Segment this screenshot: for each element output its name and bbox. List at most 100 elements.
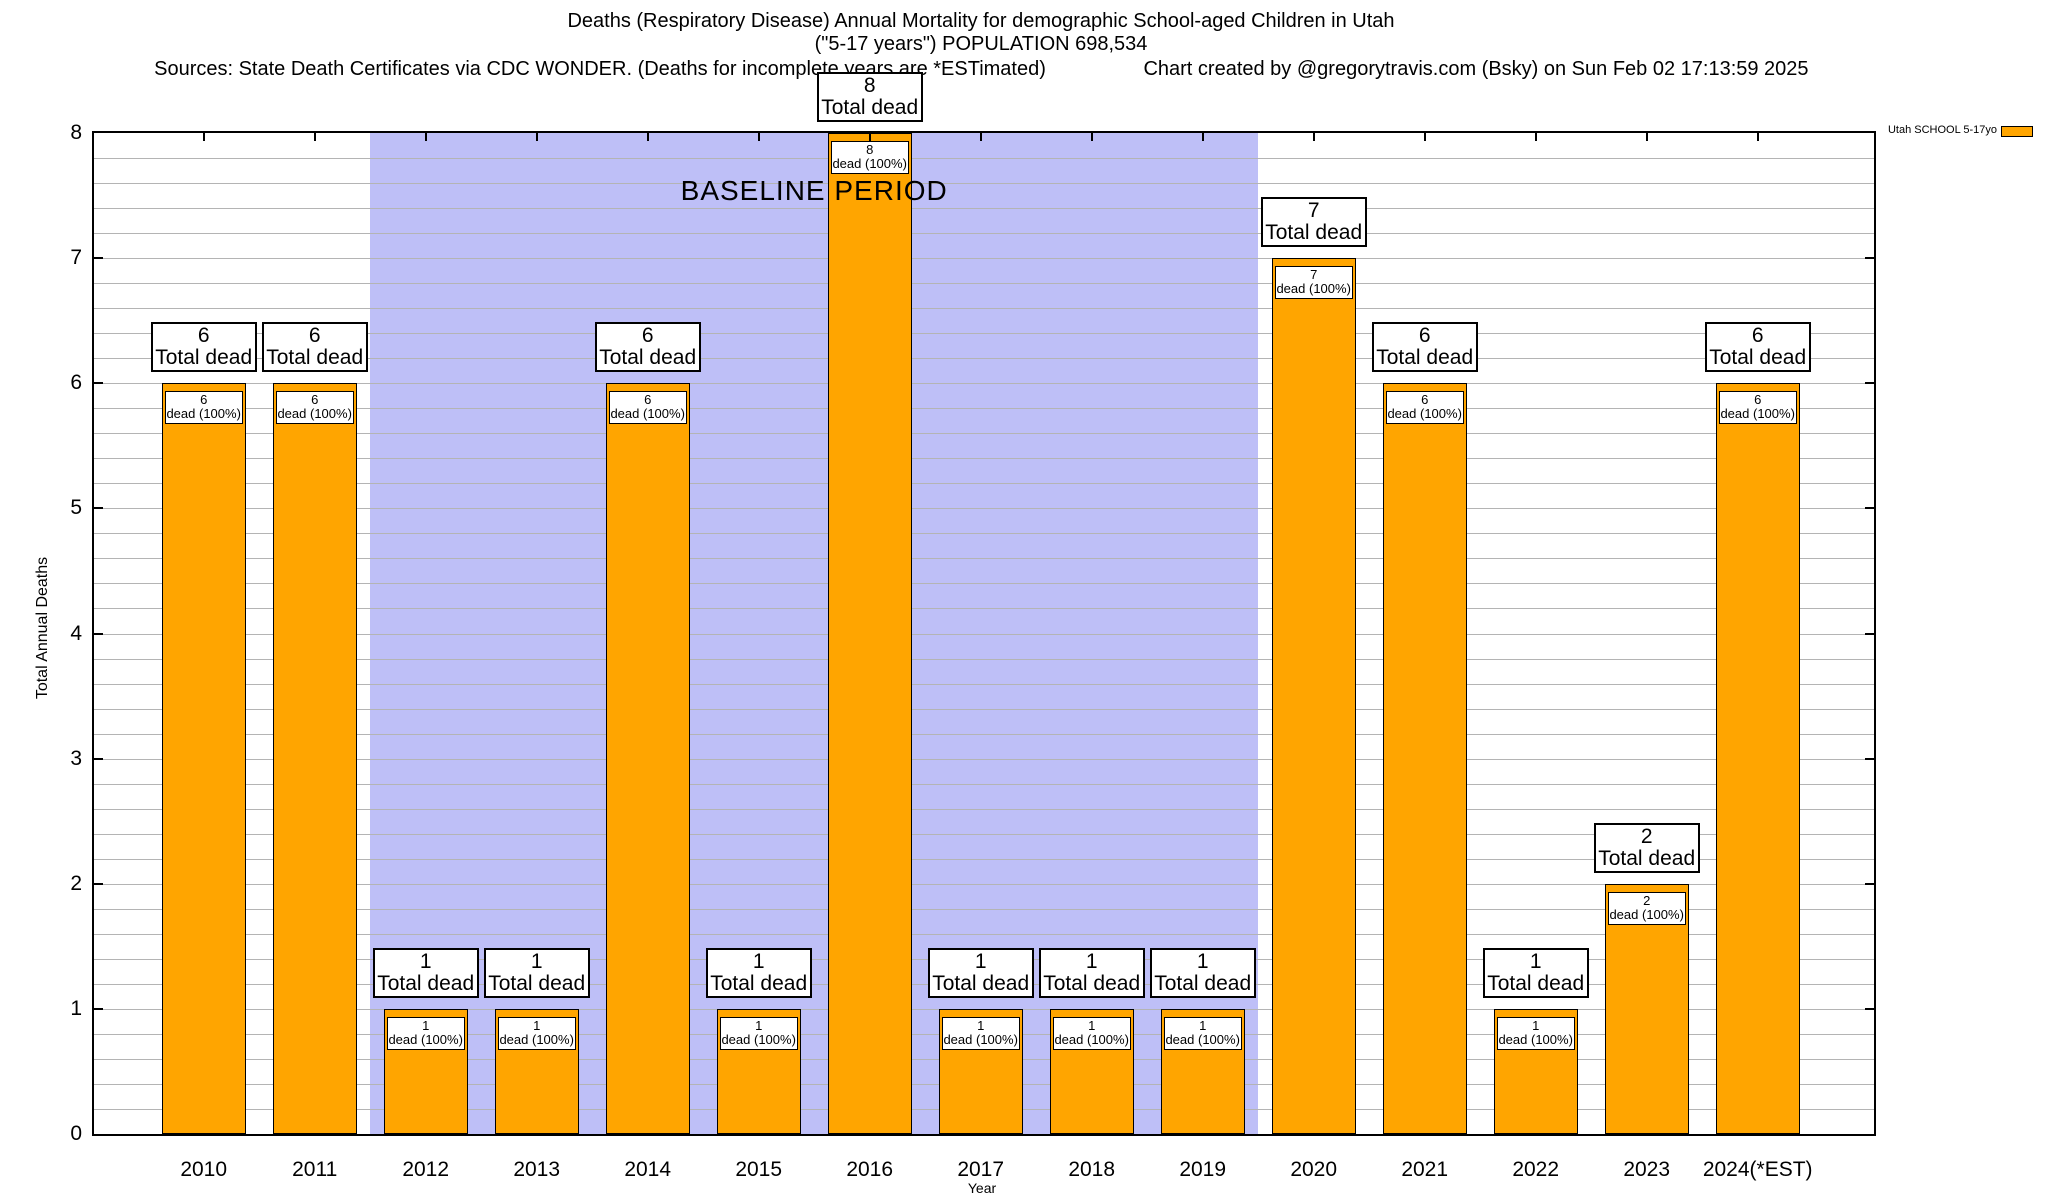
gridline — [94, 483, 1874, 485]
bar-inner-value: 6 — [644, 392, 652, 408]
x-tick-label: 2020 — [1290, 1158, 1338, 1181]
gridline — [94, 558, 1874, 560]
total-dead-value: 1 — [530, 949, 543, 973]
bar-inner-label: 6 dead (100%) — [608, 391, 687, 425]
x-tick-mark — [757, 133, 760, 141]
total-dead-text: Total dead — [932, 971, 1030, 995]
gridline — [94, 608, 1874, 610]
bar-inner-label: 1 dead (100%) — [719, 1016, 798, 1050]
bar: 1 dead (100%) — [1493, 1008, 1578, 1134]
bar-inner-text: dead (100%) — [1387, 406, 1462, 422]
total-dead-value: 1 — [974, 949, 987, 973]
chart-title-line1: Deaths (Respiratory Disease) Annual Mort… — [567, 10, 1395, 32]
bar-inner-value: 6 — [1754, 392, 1762, 408]
total-dead-label: 6 Total dead — [150, 322, 257, 373]
y-tick-mark — [1865, 757, 1874, 760]
y-tick-mark — [94, 882, 103, 885]
x-tick-mark — [1201, 133, 1204, 141]
gridline — [94, 708, 1874, 710]
bar-inner-value: 6 — [311, 392, 319, 408]
y-tick-label: 3 — [70, 746, 82, 770]
gridline — [94, 308, 1874, 310]
x-axis-title: Year — [967, 1180, 997, 1196]
total-dead-value: 1 — [1529, 949, 1542, 973]
total-dead-text: Total dead — [1709, 346, 1807, 370]
bar-inner-value: 6 — [200, 392, 208, 408]
gridline — [94, 783, 1874, 785]
total-dead-text: Total dead — [1043, 971, 1141, 995]
bar-inner-text: dead (100%) — [1276, 281, 1351, 297]
bar-inner-text: dead (100%) — [610, 406, 685, 422]
bar-inner-label: 1 dead (100%) — [941, 1016, 1020, 1050]
x-tick-mark — [1423, 133, 1426, 141]
y-tick-mark — [1865, 382, 1874, 385]
bar-inner-label: 6 dead (100%) — [1718, 391, 1797, 425]
total-dead-value: 6 — [197, 324, 210, 348]
x-tick-label: 2024(*EST) — [1702, 1158, 1813, 1181]
bar-inner-value: 1 — [1088, 1017, 1096, 1033]
total-dead-text: Total dead — [155, 346, 253, 370]
bar-inner-text: dead (100%) — [1498, 1031, 1573, 1047]
gridline — [94, 408, 1874, 410]
x-tick-mark — [1756, 133, 1759, 141]
gridline — [94, 383, 1874, 385]
x-tick-mark — [646, 133, 649, 141]
bar: 1 dead (100%) — [1049, 1008, 1134, 1134]
total-dead-label: 6 Total dead — [1704, 322, 1811, 373]
bar: 6 dead (100%) — [1382, 383, 1467, 1134]
total-dead-text: Total dead — [1487, 971, 1585, 995]
total-dead-value: 1 — [1085, 949, 1098, 973]
total-dead-value: 6 — [641, 324, 654, 348]
bar-inner-text: dead (100%) — [166, 406, 241, 422]
total-dead-text: Total dead — [266, 346, 364, 370]
y-tick-label: 8 — [70, 121, 82, 144]
gridline — [94, 633, 1874, 635]
bar: 1 dead (100%) — [716, 1008, 801, 1134]
x-tick-label: 2018 — [1068, 1158, 1116, 1181]
plot-area: BASELINE PERIOD 6 dead (100%) 6 Total dead 6… — [92, 72, 1876, 1136]
gridline — [94, 258, 1874, 260]
y-tick-mark — [94, 507, 103, 510]
gridline — [94, 733, 1874, 735]
x-tick-label: 2016 — [846, 1158, 894, 1181]
legend-series-label: Utah SCHOOL 5-17yo — [1887, 124, 1997, 136]
gridline — [94, 883, 1874, 885]
y-tick-label: 5 — [70, 496, 82, 520]
x-tick-label: 2015 — [735, 1158, 783, 1181]
bar: 7 dead (100%) — [1271, 258, 1356, 1134]
bar: 1 dead (100%) — [938, 1008, 1023, 1134]
total-dead-text: Total dead — [1265, 221, 1363, 245]
gridline — [94, 158, 1874, 160]
x-tick-mark — [424, 133, 427, 141]
total-dead-value: 1 — [752, 949, 765, 973]
bar-inner-label: 2 dead (100%) — [1607, 891, 1686, 925]
gridline — [94, 208, 1874, 210]
y-tick-mark — [1865, 507, 1874, 510]
x-tick-mark — [1645, 133, 1648, 141]
y-tick-label: 6 — [70, 371, 82, 395]
y-tick-label: 4 — [70, 621, 82, 645]
y-tick-mark — [94, 257, 103, 260]
y-tick-mark — [1865, 1007, 1874, 1010]
legend-swatch-icon — [2001, 126, 2033, 137]
total-dead-label: 1 Total dead — [483, 947, 590, 998]
bar-inner-label: 1 dead (100%) — [497, 1016, 576, 1050]
gridline — [94, 458, 1874, 460]
total-dead-value: 1 — [1196, 949, 1209, 973]
y-tick-label: 7 — [70, 246, 82, 270]
bar: 6 dead (100%) — [272, 383, 357, 1134]
bar-inner-text: dead (100%) — [1609, 906, 1684, 922]
bar-inner-label: 6 dead (100%) — [164, 391, 243, 425]
baseline-period-label: BASELINE PERIOD — [680, 175, 948, 206]
credit-note: Chart created by @gregorytravis.com (Bsk… — [1143, 58, 1809, 80]
total-dead-label: 1 Total dead — [1149, 947, 1256, 998]
bar-inner-value: 6 — [1421, 392, 1429, 408]
bar: 6 dead (100%) — [161, 383, 246, 1134]
bar-inner-text: dead (100%) — [1720, 406, 1795, 422]
gridline — [94, 933, 1874, 935]
chart-title-line2: ("5-17 years") POPULATION 698,534 — [814, 33, 1148, 55]
total-dead-value: 2 — [1640, 824, 1653, 848]
bar-inner-text: dead (100%) — [832, 156, 907, 171]
gridline — [94, 683, 1874, 685]
y-tick-mark — [1865, 257, 1874, 260]
